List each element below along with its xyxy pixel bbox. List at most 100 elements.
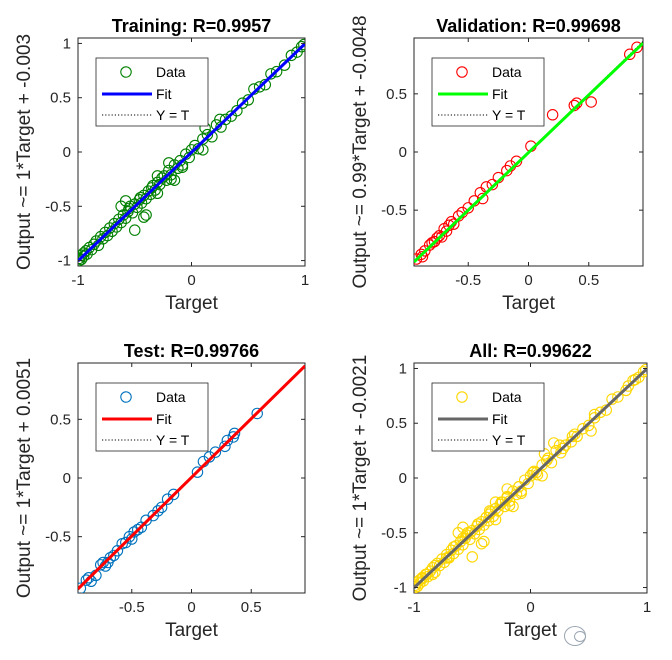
x-tick-label: -1 — [71, 272, 84, 289]
data-point — [219, 440, 231, 453]
x-tick-label: 0.5 — [241, 599, 262, 616]
data-point — [429, 559, 441, 572]
legend-label-fit: Fit — [156, 411, 172, 427]
y-axis-label: Output ~= 1*Target + 0.0051 — [14, 358, 35, 598]
data-point — [585, 425, 597, 437]
legend-label-identity: Y = T — [156, 432, 190, 448]
y-tick-label: 0 — [63, 470, 71, 487]
fit-line — [78, 42, 305, 262]
data-point — [476, 192, 489, 205]
legend: Data Fit Y = T — [95, 382, 209, 452]
data-point — [462, 202, 474, 214]
fit-line — [414, 367, 647, 589]
data-point — [168, 174, 181, 186]
data-point — [228, 427, 241, 440]
data-point — [152, 505, 164, 517]
data-point — [530, 466, 543, 479]
x-axis-label: Target — [165, 620, 219, 641]
y-tick-label: 1 — [399, 360, 407, 377]
plot-data — [78, 38, 305, 266]
legend: Data Fit Y = T — [95, 57, 209, 127]
data-point — [155, 501, 168, 514]
y-tick-label: 0 — [399, 470, 407, 487]
data-point — [78, 247, 90, 259]
y-tick-label: -0.5 — [45, 198, 71, 215]
y-tick-label: 0 — [399, 144, 407, 161]
legend-box — [431, 382, 545, 452]
watermark-text: 规划中国 — [591, 627, 652, 645]
x-tick-label: 0 — [187, 599, 195, 616]
data-point — [489, 496, 502, 508]
data-point — [588, 412, 601, 424]
data-point — [119, 195, 132, 207]
data-point — [129, 224, 141, 236]
y-tick-label: 0.5 — [386, 86, 407, 103]
chart-title: Training: R=0.9957 — [112, 16, 272, 36]
data-point — [138, 189, 150, 202]
data-point — [510, 155, 523, 168]
data-point — [431, 232, 443, 244]
data-point — [265, 68, 277, 80]
data-point — [457, 521, 469, 534]
data-point — [163, 157, 175, 169]
data-point — [99, 226, 111, 239]
data-point — [501, 491, 513, 504]
data-point — [478, 535, 490, 548]
data-point — [483, 508, 496, 520]
chart-panel-1: -1 0 1 -1 -0.5 0 0.5 1 Training: R=0.9957 Target O… — [14, 16, 309, 314]
x-axis-label: Target — [165, 293, 219, 314]
legend-label-fit: Fit — [156, 86, 172, 102]
data-point — [78, 250, 90, 262]
x-tick-label: 1 — [643, 599, 651, 616]
fit-line — [78, 364, 305, 590]
data-point — [78, 253, 88, 266]
chart-title: Test: R=0.99766 — [124, 341, 259, 361]
data-point — [120, 536, 132, 549]
legend-box — [95, 57, 209, 127]
y-axis-label: Output ~= 1*Target + -0.0021 — [350, 355, 371, 602]
data-point — [146, 182, 158, 194]
x-tick-label: 0.5 — [578, 272, 599, 289]
y-axis-label: Output ~= 1*Target + -0.003 — [14, 34, 35, 270]
y-tick-label: 0 — [63, 144, 71, 161]
y-tick-label: -0.5 — [381, 525, 407, 542]
data-point — [569, 428, 581, 440]
data-point — [231, 104, 243, 117]
y-tick-label: 0.5 — [50, 411, 71, 428]
data-point — [270, 65, 283, 78]
data-point — [559, 439, 572, 451]
data-point — [236, 97, 249, 109]
data-point — [80, 574, 93, 586]
data-point — [566, 430, 579, 443]
legend-label-identity: Y = T — [492, 107, 526, 123]
chart-panel-4: -1 0 1 -1 -0.5 0 0.5 1 All: R=0.99622 Target Outpu… — [350, 341, 651, 641]
data-point — [513, 481, 525, 493]
legend-label-data: Data — [492, 64, 522, 80]
data-point — [640, 363, 647, 376]
data-point — [113, 213, 125, 226]
data-point — [507, 500, 519, 513]
fit-line — [414, 42, 643, 264]
data-point — [278, 59, 291, 71]
plot-data — [78, 364, 305, 593]
data-point — [88, 238, 100, 251]
x-tick-label: -1 — [407, 599, 420, 616]
data-point — [557, 442, 569, 455]
legend-label-identity: Y = T — [156, 107, 190, 123]
data-point — [480, 511, 492, 524]
data-point — [629, 373, 642, 386]
x-tick-label: -0.5 — [455, 272, 481, 289]
data-point — [475, 537, 488, 550]
y-tick-label: 0.5 — [386, 415, 407, 432]
chart-title: All: R=0.99622 — [469, 341, 592, 361]
data-point — [83, 571, 95, 584]
data-point — [221, 434, 234, 447]
data-point — [219, 113, 232, 126]
data-point — [140, 209, 152, 221]
data-point — [78, 582, 87, 593]
legend-box — [95, 382, 209, 452]
legend-marker-data — [120, 66, 132, 78]
legend-label-identity: Y = T — [492, 432, 526, 448]
data-point — [612, 391, 624, 403]
data-point — [209, 446, 222, 458]
